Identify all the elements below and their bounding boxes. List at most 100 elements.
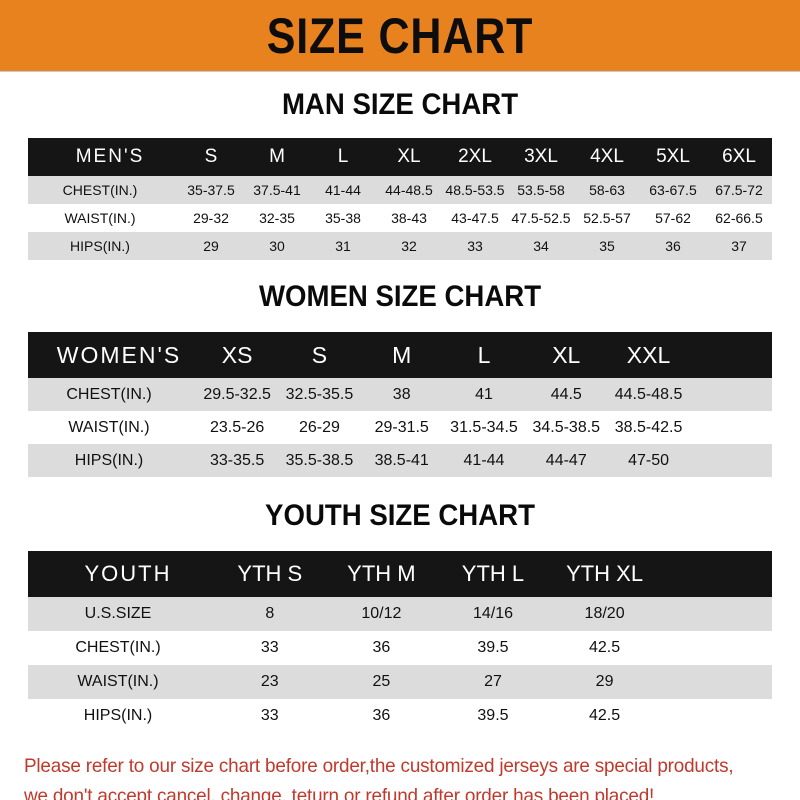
row-label: HIPS(IN.) [70, 238, 130, 254]
table-header-row: WOMEN'S XS S M L XL XXL [28, 332, 772, 378]
row-label: CHEST(IN.) [62, 182, 138, 198]
table-wrap-women: WOMEN'S XS S M L XL XXL CHEST(IN.) 29.5-32.5 32.5… [28, 332, 772, 477]
table-row: HIPS(IN.) 29 30 31 32 33 34 35 36 37 [28, 232, 772, 260]
table-cell: 44-47 [545, 451, 587, 469]
column-header-8: 5XL [656, 146, 690, 167]
table-cell: 38-43 [391, 210, 427, 226]
table-cell: 47.5-52.5 [511, 210, 571, 226]
column-header-3: L [337, 146, 349, 167]
table-cell: 62-66.5 [715, 210, 763, 226]
youth-size-table: YOUTH YTH S YTH M YTH L YTH XL U.S.SIZE 8 10/12… [28, 551, 772, 733]
table-cell: 44.5 [550, 385, 582, 403]
footer-note-line-2: we don't accept cancel, change, teturn o… [24, 785, 655, 800]
table-row: WAIST(IN.) 23.5-26 26-29 29-31.5 31.5-34.5 34… [28, 411, 772, 444]
table-cell: 36 [665, 238, 681, 254]
women-size-table: WOMEN'S XS S M L XL XXL CHEST(IN.) 29.5-32.5 32.5… [28, 332, 772, 477]
row-label: WAIST(IN.) [64, 210, 136, 226]
column-header-4: L [477, 341, 491, 368]
table-cell: 26-29 [298, 418, 340, 436]
table-cell: 38 [392, 385, 411, 403]
column-header-1: S [204, 146, 218, 167]
table-cell: 53.5-58 [517, 182, 565, 198]
page-title: SIZE CHART [266, 7, 534, 64]
row-label: WAIST(IN.) [77, 673, 159, 690]
table-cell: 39.5 [477, 639, 509, 656]
column-header-4: XL [397, 146, 421, 167]
table-cell: 31 [335, 238, 351, 254]
table-cell: 37.5-41 [253, 182, 301, 198]
table-cell: 34.5-38.5 [532, 418, 601, 436]
row-label: U.S.SIZE [84, 605, 152, 622]
table-cell: 35-37.5 [187, 182, 235, 198]
table-cell: 14/16 [472, 605, 513, 622]
table-row: CHEST(IN.) 29.5-32.5 32.5-35.5 38 41 44.5 44.5… [28, 378, 772, 411]
table-cell: 29-31.5 [374, 418, 429, 436]
section-men: MAN SIZE CHART MEN'S S M L XL 2XL 3XL 4XL 5XL 6XL… [0, 72, 800, 260]
table-cell: 30 [269, 238, 285, 254]
column-header-4: YTH XL [566, 561, 644, 586]
table-cell: 31.5-34.5 [450, 418, 518, 436]
table-cell: 42.5 [589, 639, 621, 656]
table-cell: 47-50 [628, 451, 669, 469]
table-cell: 29 [203, 238, 219, 254]
table-row: CHEST(IN.) 35-37.5 37.5-41 41-44 44-48.5 48.5… [28, 176, 772, 204]
section-title-youth: YOUTH SIZE CHART [265, 499, 535, 532]
table-cell: 52.5-57 [583, 210, 631, 226]
column-header-5: XL [552, 341, 581, 368]
table-cell: 36 [372, 707, 391, 724]
table-cell: 48.5-53.5 [445, 182, 505, 198]
table-header-label: WOMEN'S [56, 341, 182, 368]
table-cell: 38.5-41 [374, 451, 429, 469]
table-cell: 33-35.5 [210, 451, 265, 469]
table-cell: 36 [372, 639, 391, 656]
table-cell: 33 [467, 238, 483, 254]
table-cell: 8 [265, 605, 275, 622]
section-title-men: MAN SIZE CHART [281, 88, 519, 121]
table-cell: 32 [401, 238, 417, 254]
footer-note: Please refer to our size chart before or… [24, 733, 753, 800]
table-cell: 33 [260, 707, 279, 724]
table-row: WAIST(IN.) 23 25 27 29 [28, 665, 772, 699]
table-cell: 29-32 [193, 210, 229, 226]
footer-note-line-1: Please refer to our size chart before or… [24, 755, 734, 777]
section-women: WOMEN SIZE CHART WOMEN'S XS S M L XL XXL CHEST(… [0, 260, 800, 477]
table-row: WAIST(IN.) 29-32 32-35 35-38 38-43 43-47.5 47.… [28, 204, 772, 232]
table-cell: 35-38 [325, 210, 361, 226]
page-banner: SIZE CHART [0, 0, 800, 72]
table-header-label: MEN'S [75, 146, 145, 167]
table-cell: 35 [599, 238, 615, 254]
column-header-7: 4XL [590, 146, 624, 167]
table-cell: 37 [731, 238, 747, 254]
table-cell: 44-48.5 [385, 182, 433, 198]
table-cell: 25 [372, 673, 391, 690]
table-cell [690, 378, 772, 411]
column-header-5 [660, 551, 772, 597]
row-label: CHEST(IN.) [75, 639, 161, 656]
table-cell [660, 665, 772, 699]
table-cell: 23 [260, 673, 279, 690]
column-header-7 [690, 332, 772, 378]
table-cell [660, 631, 772, 665]
table-cell: 41-44 [463, 451, 505, 469]
row-label: WAIST(IN.) [68, 418, 150, 436]
column-header-2: YTH M [347, 561, 416, 586]
column-header-6: XXL [626, 341, 671, 368]
table-cell [690, 444, 772, 477]
table-cell: 63-67.5 [649, 182, 697, 198]
column-header-3: M [392, 341, 412, 368]
table-cell: 39.5 [477, 707, 509, 724]
table-wrap-men: MEN'S S M L XL 2XL 3XL 4XL 5XL 6XL CHEST(IN.) 35-37… [28, 138, 772, 260]
table-cell: 42.5 [589, 707, 621, 724]
table-cell: 32-35 [259, 210, 295, 226]
table-row: HIPS(IN.) 33-35.5 35.5-38.5 38.5-41 41-44 44-… [28, 444, 772, 477]
table-cell: 58-63 [589, 182, 625, 198]
table-cell: 32.5-35.5 [285, 385, 354, 403]
column-header-6: 3XL [524, 146, 558, 167]
row-label: HIPS(IN.) [74, 451, 144, 469]
table-cell: 34 [533, 238, 549, 254]
table-cell: 33 [260, 639, 279, 656]
table-cell: 18/20 [584, 605, 625, 622]
column-header-1: XS [221, 341, 253, 368]
table-header-row: YOUTH YTH S YTH M YTH L YTH XL [28, 551, 772, 597]
